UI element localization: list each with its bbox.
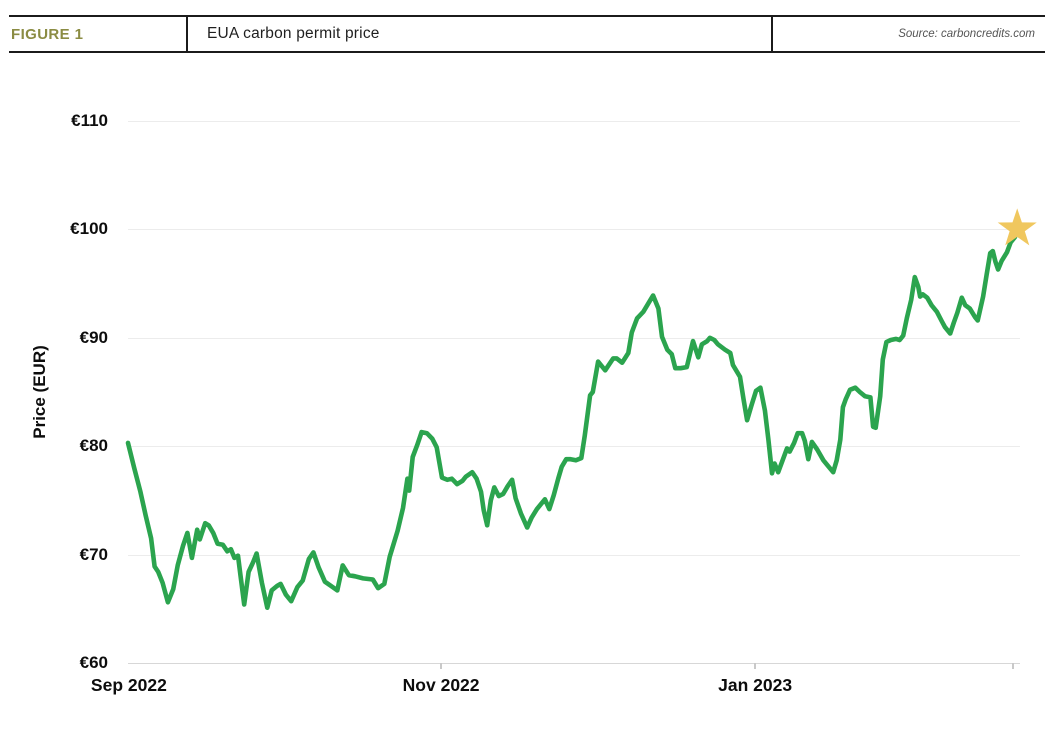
gridline-70: [128, 554, 1020, 556]
y-tick-label: €70: [79, 544, 108, 564]
line-chart: €110 €100 €90 €80 €70 €60 Sep 2022 Nov 2022 Jan…: [0, 53, 1056, 737]
figure-title-cell: EUA carbon permit price: [186, 17, 773, 51]
gridline-90: [128, 337, 1020, 339]
y-tick-label: €110: [71, 111, 108, 130]
y-tick-label: €80: [79, 436, 108, 456]
x-axis-notch: [1012, 663, 1015, 669]
price-line-series: [125, 234, 1018, 611]
x-tick-label: Jan 2023: [718, 675, 793, 695]
x-tick-label: Nov 2022: [402, 675, 480, 695]
gridline-110: [128, 121, 1020, 122]
y-tick-label: €60: [79, 653, 108, 672]
source-cell: Source: carboncredits.com: [773, 17, 1045, 51]
chart-title: EUA carbon permit price: [207, 25, 380, 42]
gridline-80: [128, 446, 1020, 448]
source-credit: Source: carboncredits.com: [898, 28, 1035, 40]
y-tick-label: €90: [79, 327, 108, 347]
figure-header-band: FIGURE 1 EUA carbon permit price Source:…: [9, 15, 1045, 53]
x-axis-notch: [754, 663, 757, 669]
gridline-60: [128, 663, 1020, 664]
figure-number-cell: FIGURE 1: [9, 17, 186, 51]
gridline-100: [128, 229, 1020, 231]
plot-canvas: [125, 208, 1037, 611]
figure-number-label: FIGURE 1: [11, 25, 84, 43]
x-axis-notch: [440, 663, 443, 669]
x-tick-label: Sep 2022: [90, 675, 167, 695]
milestone-star-icon: [997, 208, 1037, 246]
y-tick-label: €100: [70, 219, 108, 239]
